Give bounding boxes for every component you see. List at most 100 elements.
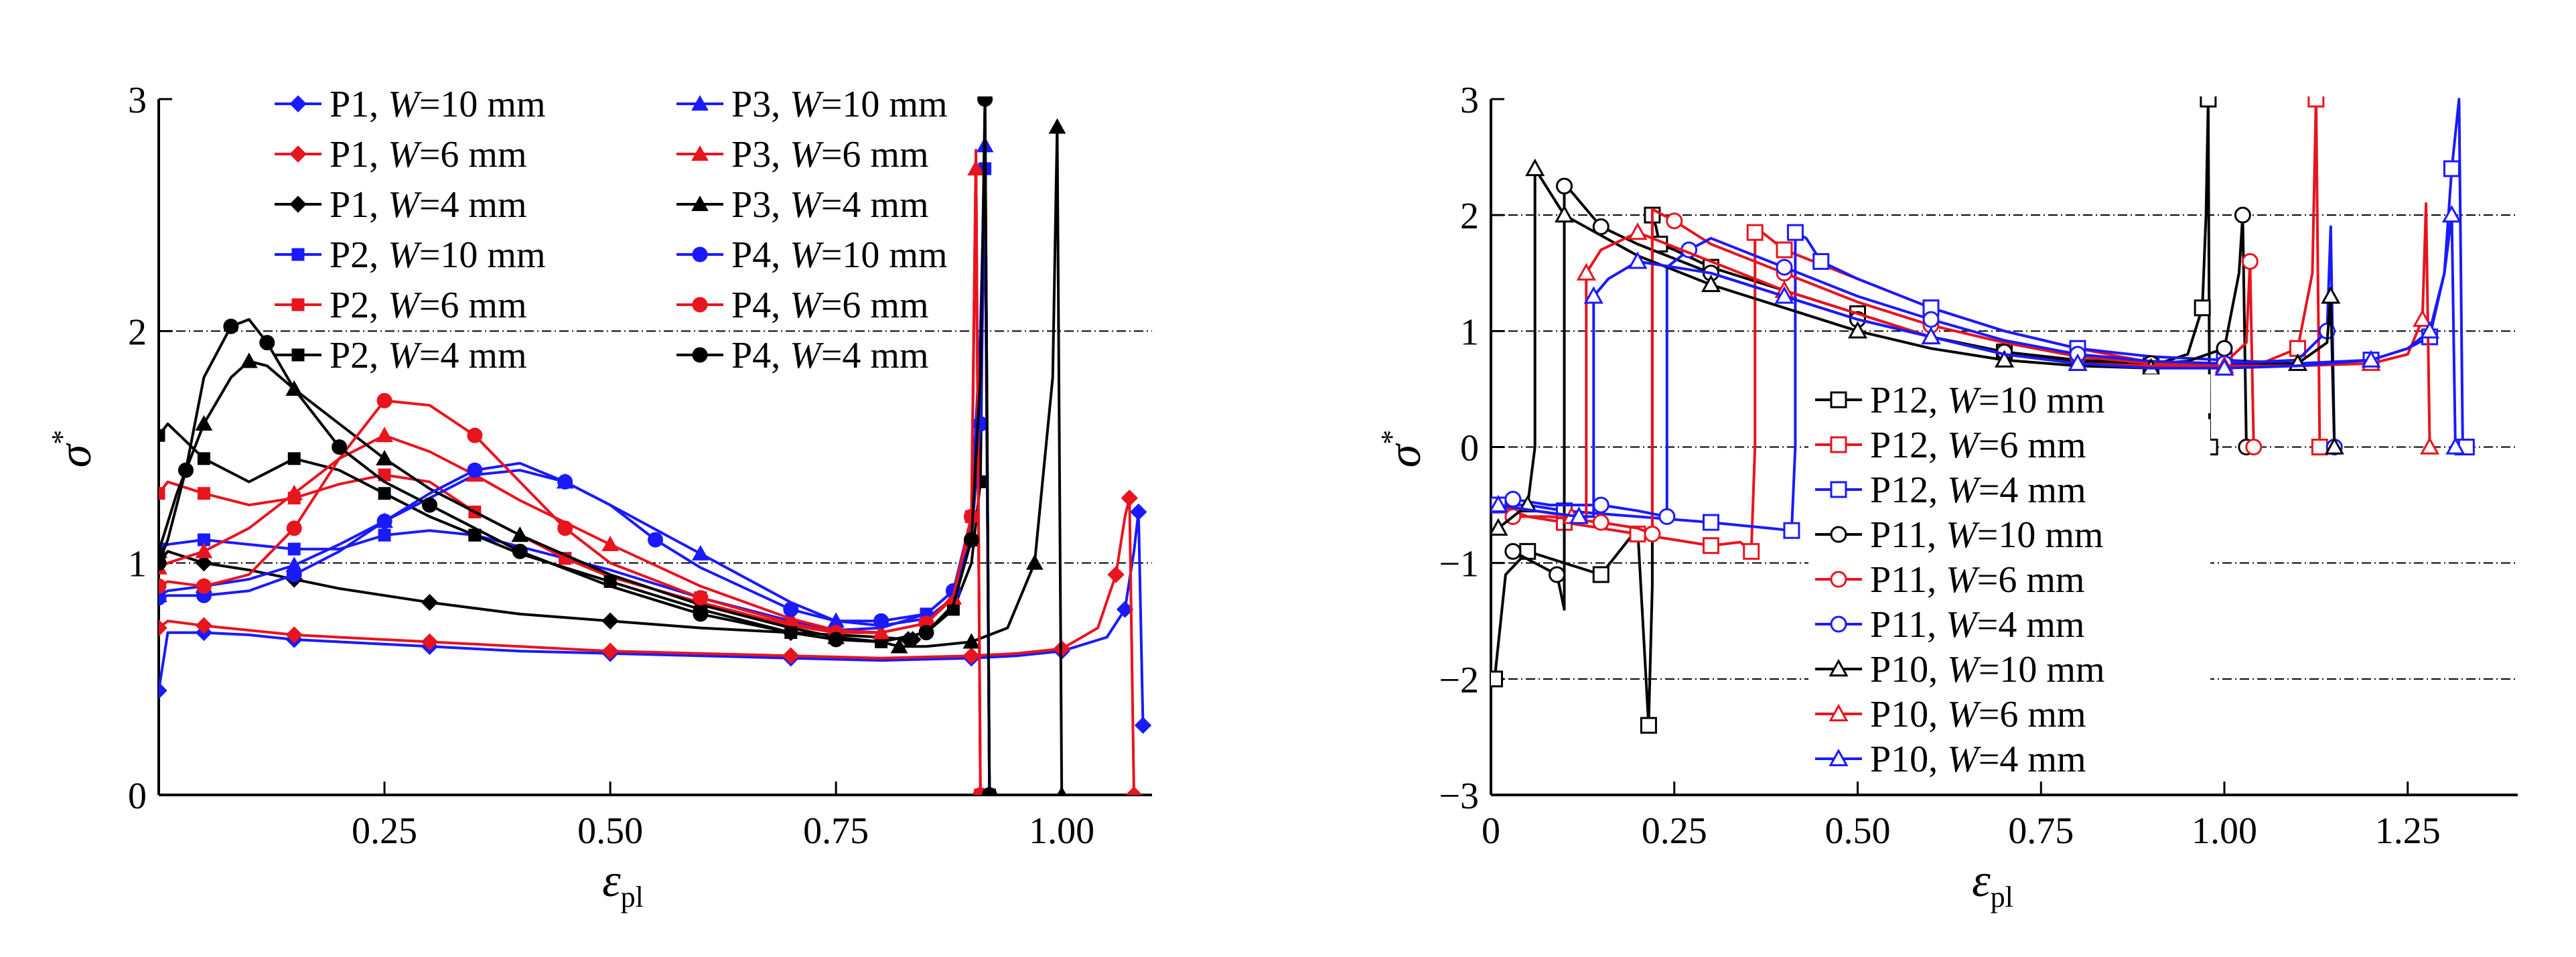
series-line xyxy=(1497,167,2336,530)
data-point xyxy=(1491,494,1508,513)
data-point xyxy=(1994,350,2015,368)
legend-label-value: =10 mm xyxy=(419,84,546,125)
legend-item-background xyxy=(1808,509,2210,548)
data-point xyxy=(1743,542,1760,560)
legend-marker xyxy=(1830,391,1847,409)
legend-label-variable: W xyxy=(388,335,422,376)
data-point xyxy=(287,542,301,556)
legend-item: P4, W=6 mm xyxy=(676,285,929,326)
legend-item: P4, W=4 mm xyxy=(676,335,929,376)
series-line xyxy=(159,550,913,641)
legend-item: P11, W=4 mm xyxy=(1808,599,2210,646)
data-point xyxy=(2413,309,2433,327)
data-point xyxy=(963,532,979,548)
x-tick-label: 1.00 xyxy=(2192,810,2257,852)
legend-label-prefix: P3, xyxy=(731,184,790,226)
legend-label: P3, W=10 mm xyxy=(731,84,948,125)
data-point xyxy=(1746,224,1764,241)
legend-label-variable: W xyxy=(1946,559,1980,601)
y-axis-label-symbol: σ xyxy=(50,443,101,467)
legend-marker xyxy=(1829,658,1849,677)
data-point xyxy=(378,528,391,542)
legend-label: P11, W=6 mm xyxy=(1870,559,2084,601)
plot-area xyxy=(1491,96,2475,734)
data-point xyxy=(1491,518,1508,536)
data-point xyxy=(1592,514,1609,531)
data-point xyxy=(287,452,301,465)
legend-marker xyxy=(692,246,708,263)
y-tick-label: 0 xyxy=(1460,428,1479,469)
data-point xyxy=(2234,206,2251,224)
legend-marker xyxy=(1830,615,1847,633)
legend-item-background xyxy=(1808,464,2210,503)
y-axis-label-superscript: * xyxy=(46,430,78,445)
data-point xyxy=(2200,96,2217,108)
legend-label-value: =4 mm xyxy=(821,335,929,376)
y-axis-label-superscript: * xyxy=(1375,430,1408,445)
data-point xyxy=(1776,241,1793,259)
data-point xyxy=(977,96,993,107)
data-point xyxy=(973,416,989,432)
legend-marker xyxy=(291,348,305,362)
x-axis-label: εpl xyxy=(1972,855,2013,913)
data-point xyxy=(1134,717,1152,734)
legend-item: P1, W=6 mm xyxy=(275,134,527,175)
legend-item-background xyxy=(1808,644,2210,682)
legend-item: P2, W=4 mm xyxy=(275,335,527,376)
data-point xyxy=(223,318,239,334)
x-tick-label: 0.50 xyxy=(577,810,643,852)
legend-label: P11, W=10 mm xyxy=(1870,514,2103,556)
series-p2-w-4-mm xyxy=(159,98,996,795)
legend-label: P10, W=6 mm xyxy=(1870,694,2086,735)
data-point xyxy=(873,613,889,629)
data-point xyxy=(159,590,167,606)
data-point xyxy=(1703,514,1719,531)
series-line xyxy=(159,496,1135,795)
data-point xyxy=(1776,259,1793,276)
x-tick-label: 1.25 xyxy=(2375,810,2441,852)
legend-label-value: =6 mm xyxy=(1979,694,2086,735)
data-point xyxy=(1125,786,1143,795)
legend-label-prefix: P4, xyxy=(731,234,790,276)
data-point xyxy=(1556,177,1573,195)
legend-item-background xyxy=(1808,374,2210,413)
data-point xyxy=(1549,566,1566,583)
data-point xyxy=(195,415,213,431)
data-point xyxy=(259,335,275,351)
legend-label-variable: W xyxy=(1946,604,1980,646)
data-point xyxy=(1504,490,1522,508)
legend-item: P3, W=6 mm xyxy=(676,134,929,175)
legend-label-variable: W xyxy=(790,285,824,326)
data-point xyxy=(962,633,981,649)
y-tick-label: 0 xyxy=(128,776,147,817)
legend-marker xyxy=(691,94,709,111)
data-point xyxy=(1048,118,1066,134)
data-point xyxy=(159,682,167,699)
data-point xyxy=(2324,437,2344,455)
data-point xyxy=(1107,566,1125,583)
data-point xyxy=(1130,503,1147,521)
data-point xyxy=(648,532,663,548)
y-tick-label: 1 xyxy=(128,544,147,585)
legend-label: P10, W=10 mm xyxy=(1870,649,2105,690)
legend-marker xyxy=(289,145,307,163)
legend-item-background xyxy=(1808,419,2210,458)
legend-label-prefix: P3, xyxy=(731,134,790,175)
legend-item: P3, W=4 mm xyxy=(676,184,929,226)
data-point xyxy=(2441,205,2461,223)
legend-item-background xyxy=(1808,599,2210,638)
legend-label-prefix: P10, xyxy=(1870,694,1947,735)
series-p4-w-4-mm xyxy=(159,96,997,795)
data-point xyxy=(693,606,709,622)
legend-label-prefix: P11, xyxy=(1870,559,1946,601)
legend-label-variable: W xyxy=(790,134,824,175)
data-point xyxy=(981,787,997,795)
legend-label-variable: W xyxy=(790,335,824,376)
data-point xyxy=(1056,786,1067,795)
legend-label-variable: W xyxy=(1947,425,1981,466)
data-point xyxy=(557,473,573,490)
data-point xyxy=(286,567,302,583)
